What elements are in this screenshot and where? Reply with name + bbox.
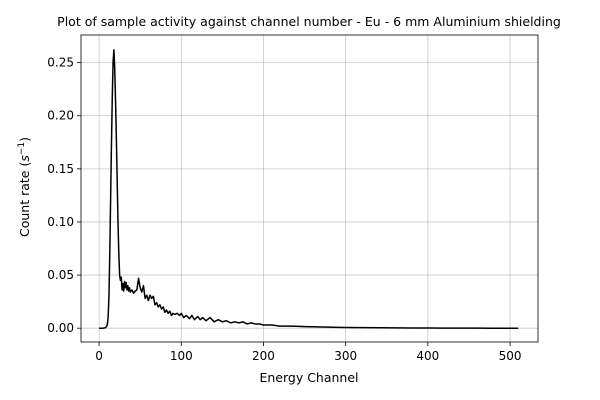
x-tick-label: 0: [95, 349, 103, 363]
y-tick-label: 0.05: [47, 268, 74, 282]
y-tick-label: 0.20: [47, 109, 74, 123]
x-tick-label: 300: [334, 349, 357, 363]
x-tick-label: 500: [499, 349, 522, 363]
x-tick-label: 100: [170, 349, 193, 363]
x-tick-label: 400: [416, 349, 439, 363]
y-axis-ticks: 0.00 0.05 0.10 0.15 0.20 0.25: [47, 56, 81, 335]
y-axis-label-exponent: −1: [17, 142, 27, 155]
y-tick-label: 0.15: [47, 162, 74, 176]
series-line: [99, 49, 519, 329]
plot-area-frame: [80, 34, 539, 343]
chart-title: Plot of sample activity against channel …: [57, 14, 561, 29]
data-lines: [99, 49, 519, 329]
y-tick-label: 0.00: [47, 321, 74, 335]
x-tick-label: 200: [252, 349, 275, 363]
y-tick-label: 0.10: [47, 215, 74, 229]
y-axis-label-main: Count rate (: [17, 162, 32, 237]
y-axis-label-close: ): [17, 137, 32, 142]
y-axis-label-unit: s: [17, 155, 32, 162]
x-axis-label: Energy Channel: [259, 370, 358, 385]
y-tick-label: 0.25: [47, 56, 74, 70]
y-axis-label: Count rate (s−1): [17, 137, 32, 237]
x-axis-ticks: 0 100 200 300 400 500: [95, 342, 522, 363]
gridlines: [81, 35, 538, 342]
